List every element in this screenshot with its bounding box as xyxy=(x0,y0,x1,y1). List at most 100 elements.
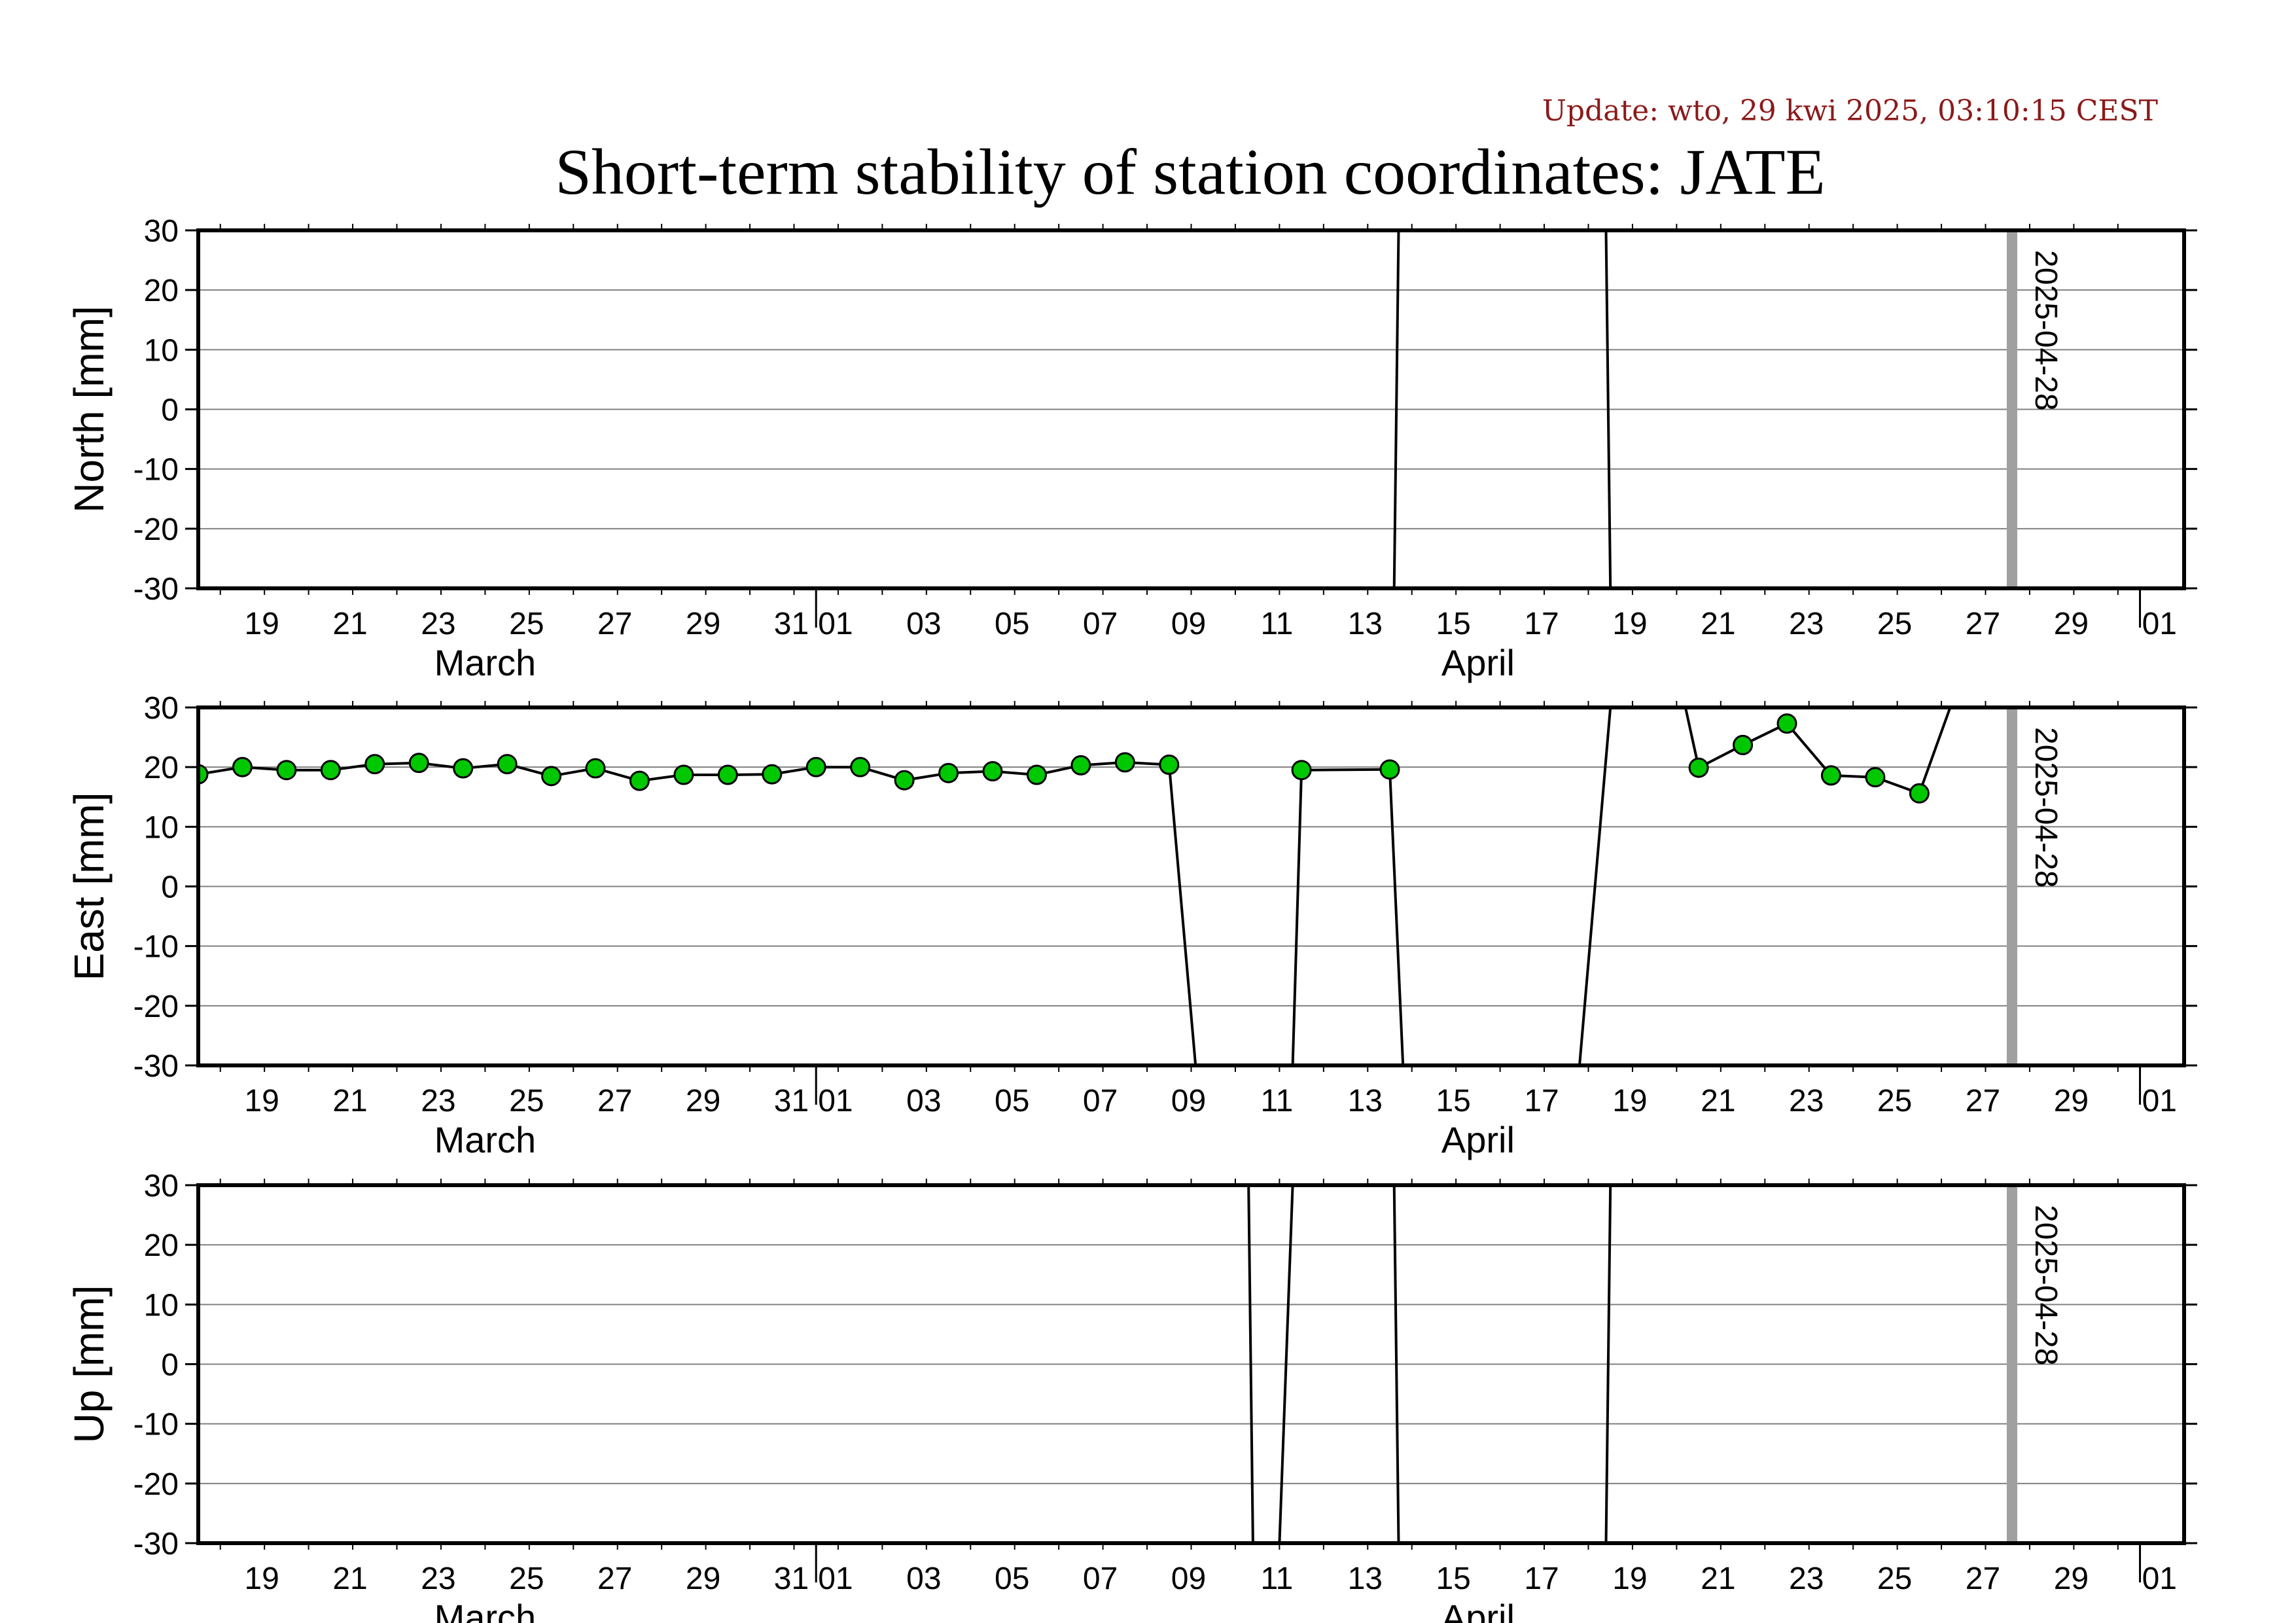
x-tick-label: 15 xyxy=(1436,1084,1470,1118)
x-tick-label: 19 xyxy=(244,1561,279,1596)
x-tick-label: 27 xyxy=(597,1084,632,1118)
data-point xyxy=(894,770,915,791)
series xyxy=(1392,230,1612,588)
x-tick-label: 01 xyxy=(2142,607,2177,641)
data-point xyxy=(541,766,562,787)
y-tick-label: 10 xyxy=(144,333,179,368)
month-label: April xyxy=(1441,1597,1515,1623)
series-line xyxy=(1578,707,1612,1065)
x-tick-label: 21 xyxy=(332,1561,367,1596)
y-tick-label: -10 xyxy=(133,930,179,965)
data-point xyxy=(232,757,253,777)
x-tick-label: 27 xyxy=(1966,1561,2000,1596)
x-tick-label: 31 xyxy=(774,1084,809,1118)
data-point xyxy=(982,761,1003,782)
x-tick-label: 03 xyxy=(906,1084,941,1118)
x-tick-label: 23 xyxy=(1789,607,1824,641)
x-tick-label: 19 xyxy=(244,607,279,641)
x-tick-label: 21 xyxy=(332,607,367,641)
x-tick-label: 21 xyxy=(1701,1084,1735,1118)
x-tick-label: 25 xyxy=(1877,607,1912,641)
x-tick-label: 25 xyxy=(1877,1084,1912,1118)
data-point xyxy=(850,757,871,777)
data-point xyxy=(585,758,606,779)
x-tick-label: 19 xyxy=(244,1084,279,1118)
series-line xyxy=(198,760,1197,1065)
x-tick-label: 15 xyxy=(1436,1561,1470,1596)
data-point xyxy=(1688,757,1709,778)
data-point xyxy=(673,764,694,785)
x-tick-label: 29 xyxy=(2054,607,2089,641)
x-tick-label: 07 xyxy=(1083,1084,1118,1118)
x-tick-label: 21 xyxy=(332,1084,367,1118)
x-tick-label: 23 xyxy=(421,607,455,641)
data-point xyxy=(629,770,650,791)
y-tick-label: -10 xyxy=(133,453,179,488)
y-tick-label: 0 xyxy=(161,1348,179,1383)
series-line xyxy=(1392,1185,1400,1543)
month-label: April xyxy=(1441,642,1515,683)
data-point xyxy=(320,760,341,781)
month-label: March xyxy=(434,1119,537,1160)
date-marker-label: 2025-04-28 xyxy=(2028,1205,2063,1366)
y-tick-label: 30 xyxy=(144,691,179,726)
x-tick-label: 13 xyxy=(1348,1084,1383,1118)
y-tick-label: 20 xyxy=(144,1228,179,1263)
x-tick-label: 25 xyxy=(509,607,544,641)
x-tick-label: 23 xyxy=(1789,1561,1824,1596)
series-line xyxy=(1291,768,1405,1065)
data-point xyxy=(408,753,429,774)
data-point xyxy=(1026,764,1047,785)
series-line xyxy=(1392,230,1400,588)
x-tick-label: 01 xyxy=(818,1084,853,1118)
data-point xyxy=(1379,759,1400,780)
month-label: March xyxy=(434,642,537,683)
x-tick-label: 03 xyxy=(906,1561,941,1596)
x-tick-label: 01 xyxy=(818,607,853,641)
month-label: April xyxy=(1441,1119,1515,1160)
x-tick-label: 27 xyxy=(1966,607,2000,641)
x-tick-label: 11 xyxy=(1260,1561,1293,1596)
y-tick-label: 30 xyxy=(144,214,179,249)
x-tick-label: 17 xyxy=(1524,1561,1559,1596)
x-tick-label: 31 xyxy=(774,607,809,641)
data-point xyxy=(276,760,297,781)
panel-frame xyxy=(196,1183,2186,1545)
x-tick-label: 15 xyxy=(1436,607,1470,641)
y-tick-label: -30 xyxy=(133,1049,179,1084)
x-tick-label: 01 xyxy=(2142,1084,2177,1118)
x-tick-label: 03 xyxy=(906,607,941,641)
y-tick-label: -20 xyxy=(133,990,179,1024)
series-line xyxy=(1604,230,1612,588)
x-tick-label: 01 xyxy=(2142,1561,2177,1596)
x-tick-label: 23 xyxy=(1789,1084,1824,1118)
x-tick-label: 25 xyxy=(509,1561,544,1596)
y-axis-label: North [mm] xyxy=(65,306,113,512)
data-point xyxy=(1909,783,1930,804)
series xyxy=(1247,1185,1612,1543)
x-tick-label: 23 xyxy=(421,1084,455,1118)
x-tick-label: 23 xyxy=(421,1561,455,1596)
x-tick-label: 29 xyxy=(686,1561,720,1596)
x-tick-label: 21 xyxy=(1701,1561,1735,1596)
x-tick-label: 27 xyxy=(597,1561,632,1596)
data-point xyxy=(1291,760,1312,781)
y-tick-label: -20 xyxy=(133,1467,179,1502)
series xyxy=(198,707,1952,1065)
x-tick-label: 01 xyxy=(818,1561,853,1596)
y-tick-label: 10 xyxy=(144,810,179,845)
panel-frame xyxy=(196,705,2186,1067)
x-tick-label: 05 xyxy=(995,1084,1029,1118)
date-marker-label: 2025-04-28 xyxy=(2028,250,2063,411)
x-tick-label: 11 xyxy=(1260,607,1293,641)
y-tick-label: 10 xyxy=(144,1288,179,1323)
y-tick-label: -20 xyxy=(133,512,179,547)
x-tick-label: 09 xyxy=(1171,1084,1206,1118)
x-tick-label: 17 xyxy=(1524,607,1559,641)
data-point xyxy=(1070,755,1091,776)
data-point xyxy=(938,762,959,783)
